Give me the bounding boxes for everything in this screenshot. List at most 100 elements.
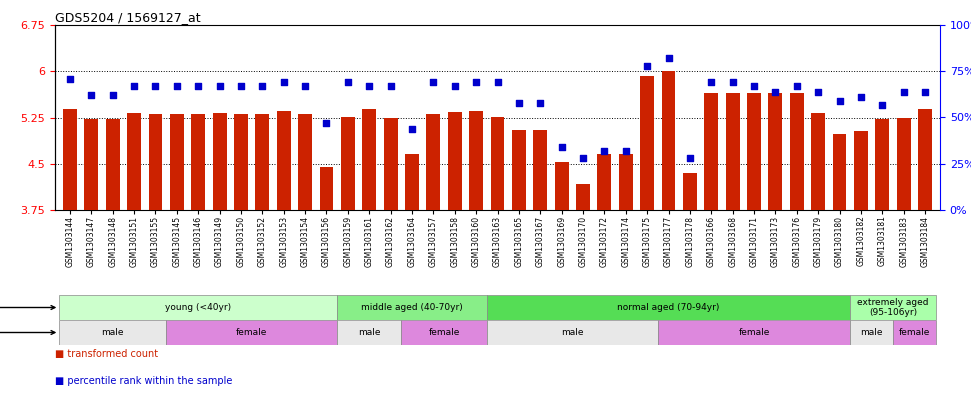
Point: [768, 88, 784, 95]
Bar: [319, 167, 333, 210]
Bar: [640, 75, 654, 210]
Bar: [405, 154, 419, 210]
Bar: [255, 114, 269, 210]
Point: [660, 55, 676, 61]
Text: male: male: [561, 328, 584, 337]
Text: male: male: [101, 328, 124, 337]
Point: [811, 88, 826, 95]
Point: [297, 83, 313, 89]
Bar: [426, 114, 440, 210]
Point: [618, 148, 633, 154]
Point: [318, 120, 334, 126]
Bar: [362, 110, 376, 210]
Bar: [166, 320, 337, 345]
Point: [447, 83, 462, 89]
Point: [747, 83, 762, 89]
Bar: [597, 154, 612, 210]
Point: [148, 83, 163, 89]
Bar: [337, 320, 401, 345]
Text: middle aged (40-70yr): middle aged (40-70yr): [361, 303, 463, 312]
Bar: [893, 320, 936, 345]
Text: male: male: [358, 328, 381, 337]
Text: female: female: [236, 328, 267, 337]
Point: [169, 83, 184, 89]
Point: [340, 79, 355, 86]
Point: [105, 92, 120, 98]
Bar: [576, 184, 590, 210]
Bar: [213, 113, 226, 210]
Bar: [919, 110, 932, 210]
Bar: [768, 93, 783, 210]
Bar: [298, 114, 312, 210]
Bar: [191, 114, 205, 210]
Bar: [84, 119, 98, 210]
Bar: [661, 71, 676, 210]
Bar: [854, 131, 868, 210]
Point: [789, 83, 805, 89]
Bar: [811, 113, 825, 210]
Point: [553, 144, 569, 150]
Point: [62, 75, 78, 82]
Bar: [725, 93, 740, 210]
Point: [212, 83, 227, 89]
Text: female: female: [428, 328, 459, 337]
Bar: [512, 130, 526, 210]
Point: [233, 83, 249, 89]
Bar: [486, 295, 851, 320]
Bar: [448, 112, 461, 210]
Point: [383, 83, 398, 89]
Bar: [337, 295, 486, 320]
Bar: [384, 118, 397, 210]
Point: [639, 62, 654, 69]
Bar: [59, 295, 337, 320]
Text: male: male: [860, 328, 883, 337]
Bar: [341, 117, 354, 210]
Point: [725, 79, 741, 86]
Point: [361, 83, 377, 89]
Text: female: female: [738, 328, 770, 337]
Point: [511, 99, 526, 106]
Bar: [490, 117, 505, 210]
Text: extremely aged
(95-106yr): extremely aged (95-106yr): [857, 298, 928, 317]
Point: [875, 101, 890, 108]
Point: [532, 99, 548, 106]
Point: [468, 79, 484, 86]
Bar: [619, 154, 633, 210]
Bar: [789, 93, 804, 210]
Bar: [469, 111, 483, 210]
Bar: [657, 320, 851, 345]
Bar: [851, 295, 936, 320]
Point: [276, 79, 291, 86]
Bar: [277, 111, 290, 210]
Bar: [401, 320, 486, 345]
Point: [190, 83, 206, 89]
Point: [896, 88, 912, 95]
Text: ■ transformed count: ■ transformed count: [55, 349, 158, 359]
Point: [575, 155, 590, 162]
Point: [84, 92, 99, 98]
Bar: [149, 114, 162, 210]
Bar: [170, 114, 184, 210]
Point: [404, 125, 419, 132]
Text: normal aged (70-94yr): normal aged (70-94yr): [618, 303, 720, 312]
Point: [832, 98, 848, 104]
Bar: [63, 110, 77, 210]
Point: [425, 79, 441, 86]
Point: [704, 79, 720, 86]
Text: ■ percentile rank within the sample: ■ percentile rank within the sample: [55, 376, 232, 386]
Bar: [683, 173, 697, 210]
Point: [682, 155, 697, 162]
Text: young (<40yr): young (<40yr): [165, 303, 231, 312]
Bar: [234, 114, 248, 210]
Bar: [106, 119, 119, 210]
Bar: [486, 320, 657, 345]
Bar: [747, 93, 761, 210]
Bar: [704, 93, 719, 210]
Bar: [59, 320, 166, 345]
Bar: [896, 118, 911, 210]
Text: age: age: [0, 303, 55, 312]
Text: gender: gender: [0, 327, 55, 338]
Bar: [875, 119, 889, 210]
Point: [254, 83, 270, 89]
Text: GDS5204 / 1569127_at: GDS5204 / 1569127_at: [55, 11, 201, 24]
